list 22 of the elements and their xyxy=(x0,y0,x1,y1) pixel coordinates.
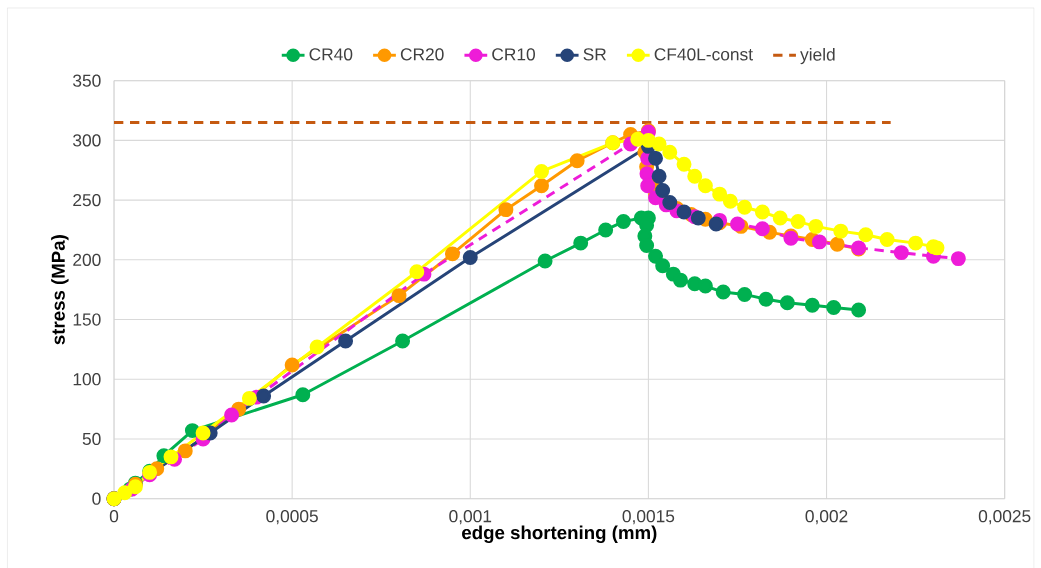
y-tick-label: 250 xyxy=(73,193,101,207)
legend-label: CR20 xyxy=(400,48,444,61)
y-tick-label: 200 xyxy=(73,253,101,266)
y-tick-label: 50 xyxy=(82,432,101,446)
x-tick-label: 0,002 xyxy=(805,510,848,525)
y-tick-label: 350 xyxy=(73,74,101,87)
x-tick-label: 0,0015 xyxy=(622,510,675,525)
y-tick-label: 300 xyxy=(73,134,101,147)
legend-label: yield xyxy=(800,47,835,65)
y-tick-label: 100 xyxy=(73,373,101,386)
y-tick-label: 150 xyxy=(73,313,101,326)
y-axis-title: stress (MPa) xyxy=(51,235,69,345)
legend-label: CF40L-const xyxy=(654,48,753,61)
x-axis-title: edge shortening (mm) xyxy=(462,525,657,543)
legend-label: SR xyxy=(583,48,606,61)
x-tick-label: 0,0005 xyxy=(266,510,318,525)
x-tick-label: 0,0025 xyxy=(978,510,1031,525)
legend-label: CR10 xyxy=(492,48,535,61)
x-tick-label: 0,001 xyxy=(449,510,492,525)
y-tick-label: 0 xyxy=(92,492,101,505)
legend-label: CR40 xyxy=(309,48,353,61)
x-tick-label: 0 xyxy=(109,510,119,523)
